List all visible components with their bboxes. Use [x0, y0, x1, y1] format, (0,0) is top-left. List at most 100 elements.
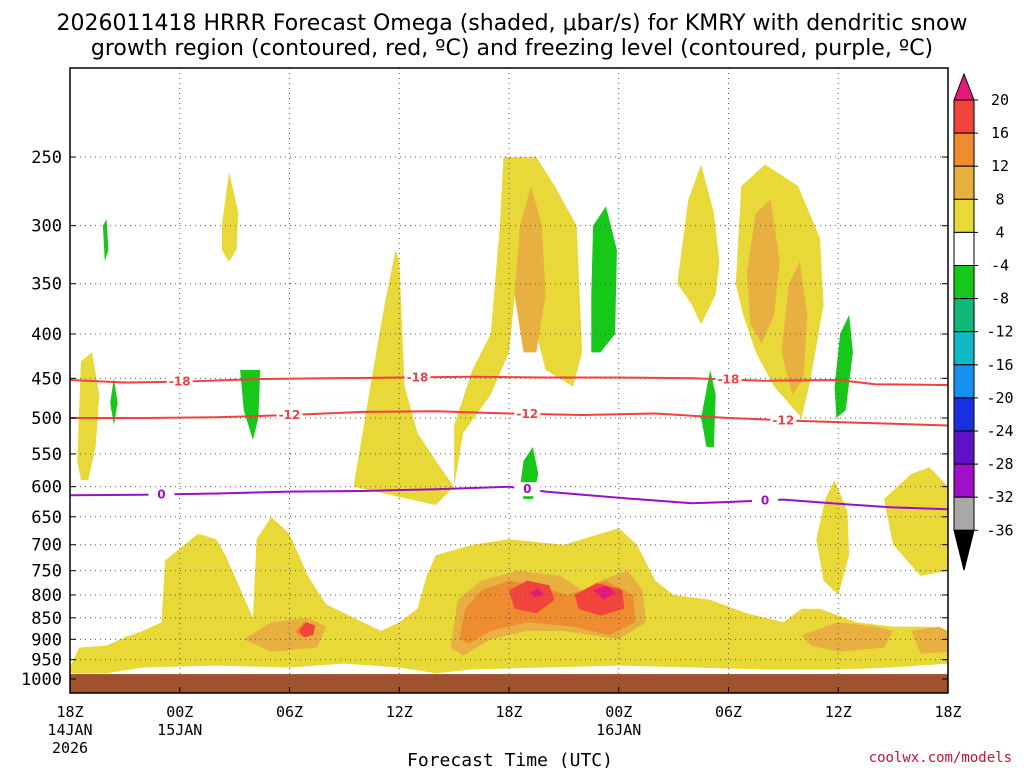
orange-upper-1: [514, 186, 546, 353]
colorbar-swatch: [953, 430, 975, 465]
plot-area: -18 -18 -18 -12 -12 -12 0 0 0: [69, 67, 949, 694]
colorbar-label: -28: [986, 455, 1013, 473]
colorbar-swatch: [953, 397, 975, 432]
x-tick-date: 14JAN: [47, 721, 92, 739]
contour-label: -18: [407, 370, 429, 384]
sink-green-3: [834, 314, 853, 418]
contour-label-background: [276, 407, 303, 422]
orange-core-3: [801, 622, 894, 652]
y-tick-label: 450: [31, 369, 62, 389]
twelve-z-ascent: [816, 480, 850, 595]
right-low-ascent: [884, 467, 948, 576]
x-tick-year: 2026: [52, 739, 88, 757]
colorbar-swatch: [953, 331, 975, 366]
colorbar-swatch: [953, 198, 975, 233]
colorbar-label: -32: [986, 488, 1013, 506]
red-core-1: [509, 580, 555, 614]
sink-green-7: [102, 219, 109, 262]
colorbar-label: -12: [986, 323, 1013, 341]
contour-label: 0: [523, 482, 531, 496]
colorbar-bottom-arrow: [953, 529, 975, 571]
contour-label-background: [404, 370, 431, 385]
y-tick-label: 650: [31, 508, 62, 528]
x-tick-label: 06Z: [715, 703, 742, 721]
orange-upper-2: [746, 199, 780, 344]
y-tick-label: 850: [31, 609, 62, 629]
left-edge-ascent: [77, 352, 100, 481]
zero-line: [69, 485, 949, 511]
x-axis-title: Forecast Time (UTC): [407, 750, 613, 768]
orange-upper-3: [781, 261, 808, 395]
colorbar-label: 20: [991, 91, 1009, 109]
colorbar-legend: 20 16 12 8 4 -4 -8 -12 -16 -20 -24 -28 -32 -36: [953, 72, 1014, 571]
colorbar-swatch: [953, 231, 975, 266]
colorbar-label: -16: [986, 356, 1013, 374]
colorbar-label: -20: [986, 389, 1013, 407]
y-tick-label: 800: [31, 586, 62, 606]
upper-thin-ascent: [221, 171, 239, 262]
contour-label: 0: [761, 493, 769, 507]
contour-label: -12: [773, 413, 795, 427]
chart-title-line-2: growth region (contoured, red, ºC) and f…: [91, 36, 933, 61]
colorbar-swatch: [953, 298, 975, 333]
contour-label-background: [715, 372, 742, 387]
colorbar-swatch: [953, 99, 975, 134]
y-tick-label: 700: [31, 536, 62, 556]
chart-title-line-1: 2026011418 HRRR Forecast Omega (shaded, …: [57, 11, 968, 36]
colorbar-swatch: [953, 132, 975, 167]
x-tick-label: 12Z: [386, 703, 413, 721]
magenta-core-1: [593, 585, 616, 600]
y-tick-label: 300: [31, 217, 62, 237]
colorbar-label: 4: [995, 223, 1004, 241]
colorbar-label: 12: [991, 157, 1009, 175]
colorbar-swatch: [953, 265, 975, 300]
colorbar-label: 16: [991, 124, 1009, 142]
colorbar-label: -36: [986, 521, 1013, 539]
colorbar-label: -24: [986, 422, 1013, 440]
y-tick-label: 350: [31, 275, 62, 295]
y-tick-label: 750: [31, 562, 62, 582]
y-tick-label: 1000: [21, 670, 62, 690]
y-tick-label: 900: [31, 630, 62, 650]
x-tick-label: 18Z: [56, 703, 83, 721]
minus-12-line: [70, 410, 949, 427]
pressure-axis: 2503003504004505005506006507007508008509…: [21, 148, 948, 690]
y-tick-label: 400: [31, 325, 62, 345]
colorbar-label: -8: [991, 290, 1009, 308]
sink-green-6: [110, 378, 118, 426]
x-tick-label: 18Z: [934, 703, 961, 721]
colorbar-swatch: [953, 463, 975, 498]
credit-text: coolwx.com/models: [869, 750, 1012, 766]
y-tick-label: 550: [31, 445, 62, 465]
x-tick-date: 15JAN: [157, 721, 202, 739]
y-tick-label: 250: [31, 148, 62, 168]
sink-green-1: [591, 206, 617, 353]
x-tick-label: 00Z: [166, 703, 193, 721]
contour-lines: -18 -18 -18 -12 -12 -12 0 0 0: [69, 370, 949, 511]
colorbar-swatch: [953, 364, 975, 399]
contour-label-background: [514, 406, 541, 421]
contour-label-background: [166, 374, 193, 389]
contour-label-background: [752, 493, 779, 508]
colorbar-label: 8: [995, 190, 1004, 208]
colorbar-top-arrow: [953, 72, 975, 101]
x-tick-label: 18Z: [495, 703, 522, 721]
orange-core-4: [911, 626, 948, 654]
mid-level-ascent-tower-2: [677, 164, 720, 325]
omega-shading-group: [70, 157, 948, 674]
contour-label-background: [148, 487, 175, 502]
colorbar-label: -4: [991, 257, 1009, 275]
contour-label: -18: [718, 373, 740, 387]
contour-label: -12: [279, 408, 301, 422]
contour-label: -18: [169, 375, 191, 389]
x-tick-date: 16JAN: [596, 721, 641, 739]
y-tick-label: 950: [31, 651, 62, 671]
sink-green-5: [701, 369, 716, 447]
x-tick-label: 12Z: [825, 703, 852, 721]
sink-green-4: [240, 369, 261, 440]
red-core-3: [298, 622, 316, 638]
contour-label: -12: [516, 407, 538, 421]
